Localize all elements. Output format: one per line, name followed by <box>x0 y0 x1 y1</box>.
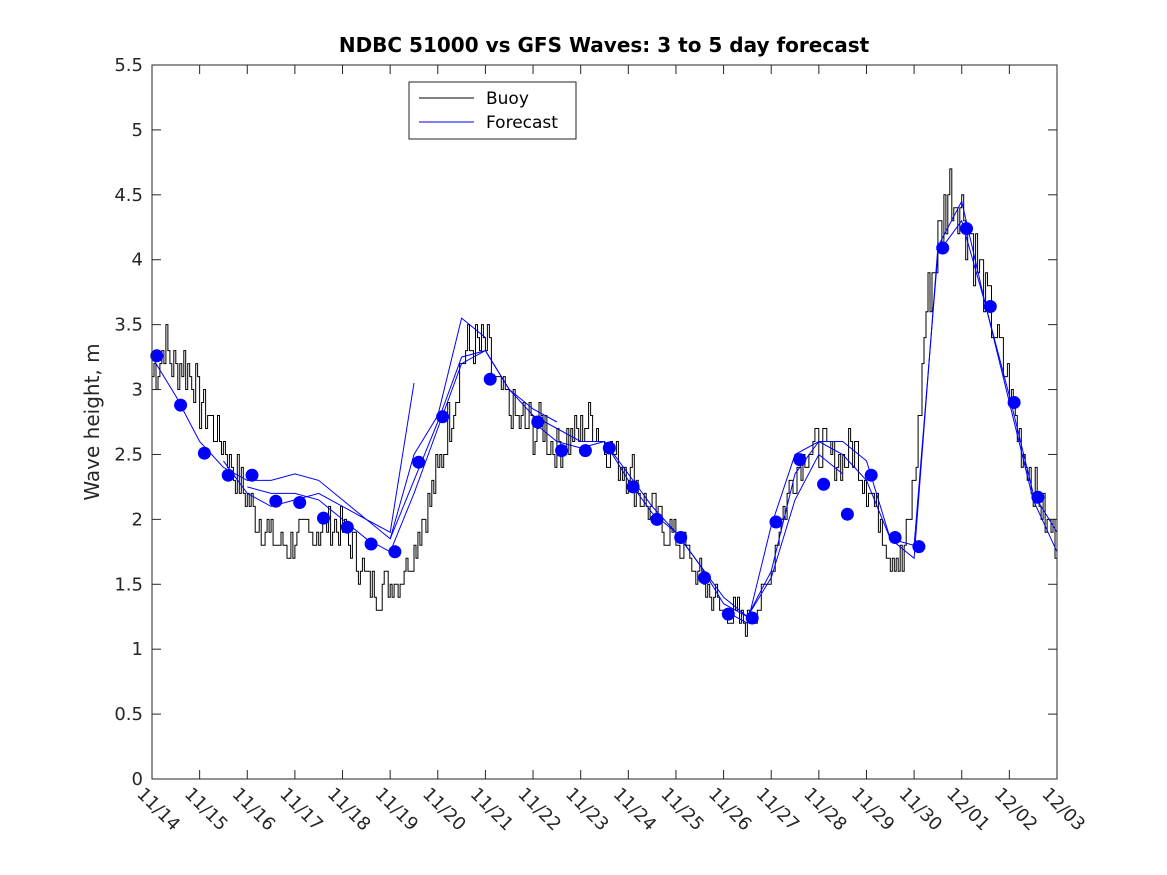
y-tick-label: 1 <box>132 639 143 660</box>
forecast-marker <box>912 540 926 554</box>
plot-frame <box>151 64 1058 780</box>
legend: Buoy Forecast <box>408 81 577 140</box>
forecast-marker <box>674 531 688 544</box>
forecast-marker <box>936 241 950 255</box>
forecast-series-line-4 <box>389 350 844 618</box>
series-layer <box>151 168 1058 637</box>
y-tick-label: 3.5 <box>114 315 143 336</box>
y-tick-label: 2.5 <box>114 444 143 465</box>
forecast-marker <box>817 477 831 491</box>
forecast-marker <box>317 511 330 525</box>
forecast-marker <box>578 444 592 458</box>
forecast-marker <box>221 468 235 482</box>
forecast-series-line-2 <box>222 317 486 540</box>
legend-forecast-label: Forecast <box>486 113 558 133</box>
forecast-marker <box>245 468 259 482</box>
y-tick-label: 5.5 <box>114 55 143 76</box>
forecast-marker <box>650 512 664 526</box>
forecast-marker <box>412 455 426 469</box>
y-tick-label: 5 <box>132 120 143 141</box>
forecast-marker <box>840 507 854 521</box>
forecast-marker <box>626 480 640 494</box>
y-tick-label: 1.5 <box>114 574 143 595</box>
chart-title: NDBC 51000 vs GFS Waves: 3 to 5 day fore… <box>339 33 870 57</box>
y-tick-label: 2 <box>132 509 143 530</box>
forecast-series-line-5 <box>532 219 1058 618</box>
forecast-marker <box>555 444 569 458</box>
forecast-marker <box>483 372 497 386</box>
y-axis-title: Wave height, m <box>80 343 104 500</box>
forecast-marker <box>436 410 450 424</box>
legend-buoy-label: Buoy <box>486 89 529 109</box>
y-tick-label: 4 <box>132 250 143 271</box>
y-tick-label: 3 <box>132 380 143 401</box>
forecast-marker <box>174 398 188 412</box>
forecast-marker <box>793 453 807 467</box>
forecast-marker <box>197 446 211 460</box>
forecast-marker <box>340 520 354 534</box>
forecast-marker <box>293 496 307 509</box>
forecast-marker <box>983 300 997 313</box>
buoy-series-line <box>152 168 1058 637</box>
forecast-marker <box>602 441 616 455</box>
y-tick-label: 4.5 <box>114 185 143 206</box>
y-axis: 0 0.5 1 1.5 2 2.5 3 3.5 4 4.5 5 5.5 <box>114 55 1057 790</box>
plot-area <box>152 65 1057 779</box>
forecast-marker <box>1031 490 1045 504</box>
forecast-marker <box>745 611 759 625</box>
forecast-marker <box>769 515 783 529</box>
forecast-marker <box>698 571 711 585</box>
y-tick-label: 0 <box>132 769 143 790</box>
forecast-marker <box>888 531 902 544</box>
forecast-marker <box>1007 396 1021 409</box>
y-tick-label: 0.5 <box>114 704 143 725</box>
forecast-marker <box>364 537 378 551</box>
forecast-marker <box>269 494 283 508</box>
forecast-marker <box>721 607 735 621</box>
forecast-marker <box>960 222 973 236</box>
legend-box <box>408 81 577 140</box>
forecast-marker <box>150 349 164 363</box>
forecast-marker <box>864 468 878 482</box>
marker-layer <box>150 222 1045 625</box>
forecast-marker <box>388 545 402 559</box>
forecast-marker <box>531 415 545 429</box>
forecast-series-line-1 <box>151 356 415 534</box>
